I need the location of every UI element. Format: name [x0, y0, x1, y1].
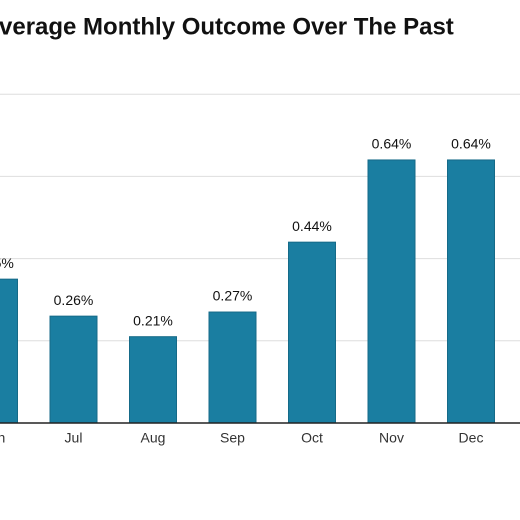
bar	[447, 159, 495, 424]
x-tick-label: Nov	[379, 430, 404, 446]
bar	[208, 311, 257, 424]
x-tick-label: Aug	[141, 430, 166, 446]
value-label: 0.35%	[0, 255, 14, 271]
bar	[129, 336, 177, 424]
x-tick-label: Oct	[301, 430, 323, 446]
bar	[367, 159, 416, 424]
x-tick-label: Sep	[220, 430, 245, 446]
bar	[49, 315, 98, 424]
value-label: 0.44%	[292, 218, 332, 234]
value-label: 0.64%	[372, 136, 412, 152]
chart-title: verage Monthly Outcome Over The Past	[0, 13, 454, 40]
value-label: 0.26%	[54, 292, 94, 308]
x-tick-label: Jul	[65, 430, 83, 446]
x-tick-label: Jun	[0, 430, 5, 446]
value-label: 0.27%	[213, 288, 253, 304]
bar	[288, 241, 336, 424]
bar	[0, 278, 18, 424]
x-tick-label: Dec	[459, 430, 484, 446]
value-label: 0.21%	[133, 312, 173, 328]
value-label: 0.64%	[451, 136, 491, 152]
